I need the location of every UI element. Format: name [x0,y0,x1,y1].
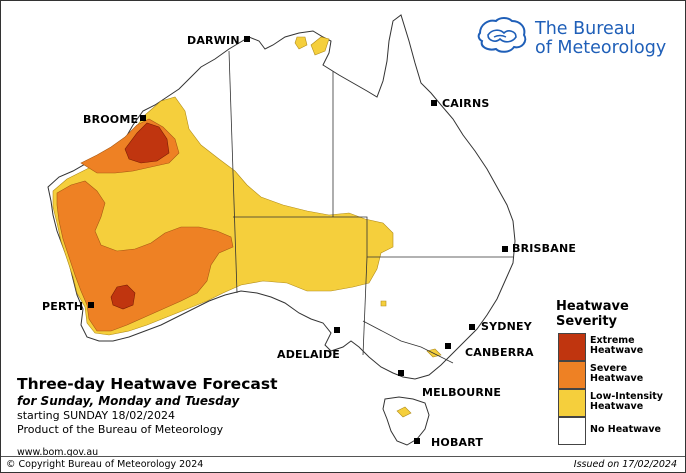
legend-label-extreme: Extreme Heatwave [590,336,680,356]
brisbane-marker [502,246,508,252]
australia-map [47,14,516,446]
city-label-cairns: CAIRNS [442,97,490,110]
city-label-broome: BROOME [83,113,139,126]
extreme-region-wa [110,284,136,310]
legend-title-line-1: Heatwave [556,299,629,314]
legend-title-line-2: Severity [556,314,618,329]
map-title: Three-day Heatwave Forecast [17,375,278,393]
city-label-sydney: SYDNEY [481,320,532,333]
border-vic-nsw [362,320,454,364]
legend-title: Heatwave Severity [556,299,629,329]
legend-label-extreme-1: Extreme [590,335,635,346]
sydney-marker [469,324,475,330]
issued-date: Issued on 17/02/2024 [573,459,677,470]
low-intensity-topend-2 [310,36,330,56]
forecast-start: starting SUNDAY 18/02/2024 [17,409,175,422]
legend-label-low-intensity-2: Heatwave [590,401,644,412]
legend-swatch-severe [558,361,586,389]
website-url: www.bom.gov.au [17,447,99,458]
melbourne-marker [398,370,404,376]
legend-label-no-heatwave: No Heatwave [590,425,680,435]
low-intensity-dot [380,300,387,307]
city-label-melbourne: MELBOURNE [422,386,502,399]
brand-line-2: of Meteorology [535,38,667,58]
legend-label-low-intensity-1: Low-Intensity [590,391,663,402]
legend-label-severe: Severe Heatwave [590,364,680,384]
city-label-adelaide: ADELAIDE [277,348,341,361]
city-label-darwin: DARWIN [187,34,240,47]
low-intensity-tas [396,406,412,418]
brand-line-1: The Bureau [535,19,636,39]
border-wa [228,50,238,294]
border-sa-east [362,256,368,356]
legend-label-no-heatwave-1: No Heatwave [590,424,661,435]
city-label-hobart: HOBART [431,436,484,449]
state-borders [228,50,513,364]
legend-swatch-no-heatwave [558,417,586,445]
legend-swatch-extreme [558,333,586,361]
low-intensity-topend-1 [294,36,308,50]
legend-label-severe-1: Severe [590,363,628,374]
extreme-region-kimberley [124,122,170,164]
adelaide-marker [334,327,340,333]
legend-label-severe-2: Heatwave [590,373,644,384]
product-credit: Product of the Bureau of Meteorology [17,423,224,436]
city-markers [88,36,508,444]
legend-swatch-low-intensity [558,389,586,417]
perth-marker [88,302,94,308]
bom-australia-logo-icon [477,17,527,53]
hobart-marker [414,438,420,444]
border-qld-south [333,216,513,258]
city-label-brisbane: BRISBANE [512,242,577,255]
canberra-marker [445,343,451,349]
footer-bar: © Copyright Bureau of Meteorology 2024 I… [1,456,685,472]
broome-marker [140,115,146,121]
copyright-text: © Copyright Bureau of Meteorology 2024 [6,459,204,470]
severe-region [56,180,234,332]
legend-label-low-intensity: Low-Intensity Heatwave [590,392,680,412]
city-label-canberra: CANBERRA [465,346,534,359]
city-label-perth: PERTH [42,300,84,313]
map-subtitle: for Sunday, Monday and Tuesday [17,394,240,408]
legend-label-extreme-2: Heatwave [590,345,644,356]
cairns-marker [431,100,437,106]
darwin-marker [244,36,250,42]
